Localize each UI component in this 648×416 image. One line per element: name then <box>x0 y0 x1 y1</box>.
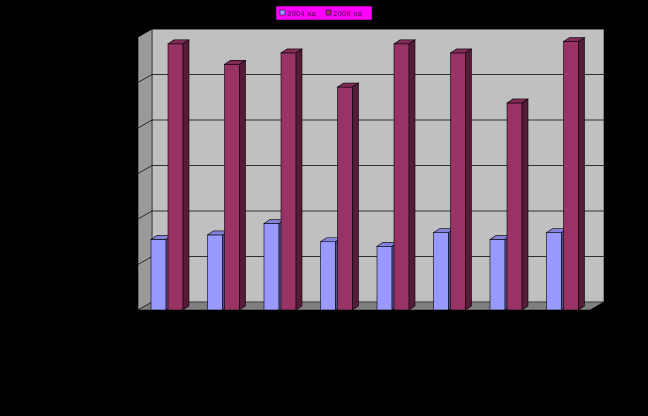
bar-side <box>239 59 246 311</box>
bar <box>167 43 184 311</box>
gridline-side <box>137 256 153 265</box>
bar <box>506 102 523 311</box>
bar-side <box>465 48 472 311</box>
bar-side <box>521 98 529 311</box>
legend-swatch-2004 <box>279 9 286 16</box>
gridline-side <box>137 210 153 220</box>
bar <box>224 64 240 311</box>
bar <box>337 86 353 311</box>
bar <box>433 232 449 311</box>
bar <box>263 223 280 311</box>
bar <box>376 246 393 311</box>
bar-side <box>295 48 303 311</box>
bar <box>150 239 167 311</box>
plot-area <box>136 28 606 311</box>
bar <box>546 232 562 311</box>
gridline-side <box>137 119 153 129</box>
legend-label-2004: 2004 яд <box>287 10 316 18</box>
legend-swatch-2008 <box>325 9 332 16</box>
legend-box <box>275 5 373 21</box>
bar <box>207 234 223 311</box>
legend: 2004 яд 2008 яд <box>275 5 373 21</box>
legend-label-2008: 2008 яд <box>333 10 362 18</box>
bar-side <box>352 82 359 311</box>
bar <box>489 239 506 311</box>
bar <box>280 52 297 311</box>
bar-side <box>408 39 416 311</box>
bar <box>563 41 579 311</box>
bar-side <box>182 39 190 311</box>
bar-side <box>578 36 585 311</box>
gridline-side <box>137 165 153 174</box>
gridline-side <box>137 74 153 83</box>
gridline-side <box>137 28 153 38</box>
bar <box>320 241 336 311</box>
bar <box>393 43 410 311</box>
bar <box>450 52 466 311</box>
